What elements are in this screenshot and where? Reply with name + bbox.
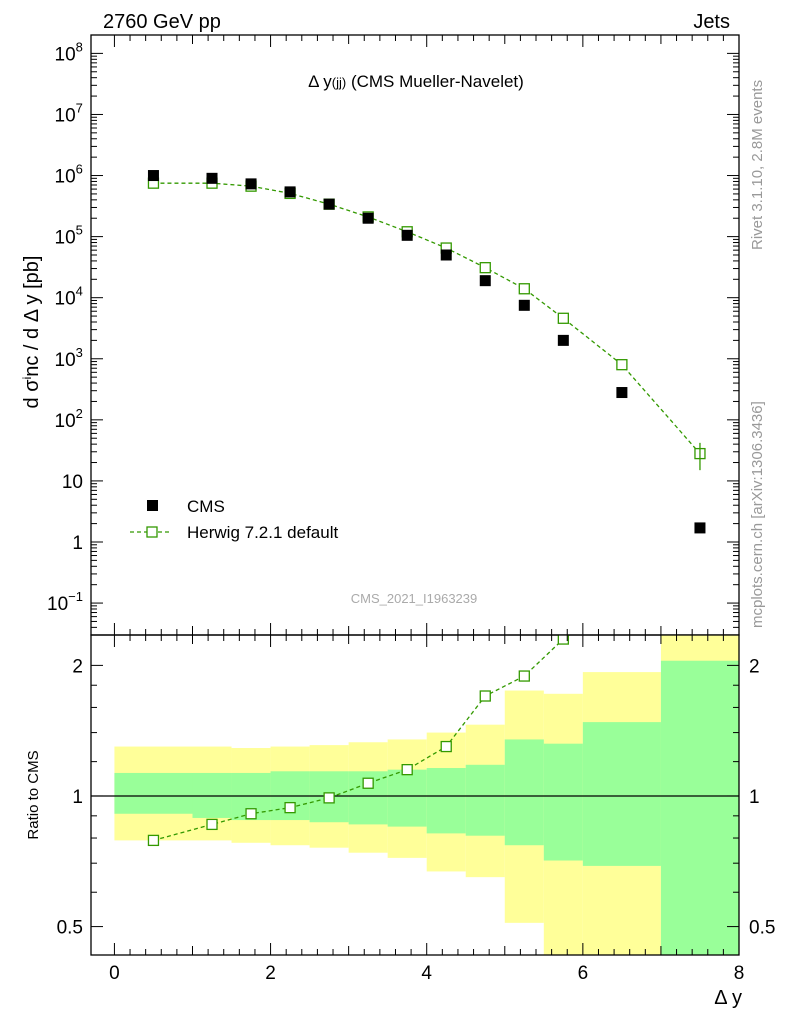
y-tick-label: 10−1 <box>47 589 83 615</box>
herwig-ratio-point <box>206 818 218 831</box>
legend-herwig-label: Herwig 7.2.1 default <box>187 523 338 542</box>
ratio-data-markers <box>147 263 705 847</box>
herwig-ratio-point <box>479 690 491 702</box>
header-left-label: 2760 GeV pp <box>103 11 221 33</box>
cms-data-point <box>362 212 374 224</box>
legend-herwig-marker <box>146 526 158 538</box>
herwig-ratio-point <box>323 792 335 804</box>
ratio-y-tick-label-right: 0.5 <box>749 918 775 939</box>
y-tick-label: 1 <box>72 533 83 554</box>
cms-data-point <box>245 178 257 190</box>
y-tick-label: 108 <box>55 39 83 65</box>
main-data-markers <box>147 170 706 534</box>
cms-data-point <box>440 249 452 261</box>
cms-data-point <box>518 299 530 311</box>
stat-band-bin <box>426 768 466 834</box>
cms-data-point <box>616 387 628 399</box>
herwig-ratio-point <box>695 263 705 273</box>
main-plot-frame <box>90 34 740 636</box>
herwig-dashed-line <box>153 182 701 455</box>
herwig-ratio-point <box>284 801 296 814</box>
stat-band-bin <box>504 739 544 846</box>
herwig-data-point <box>518 283 530 295</box>
herwig-ratio-point <box>245 808 257 820</box>
stat-band-bin <box>582 722 661 866</box>
x-axis-title: Δ y <box>714 987 742 1009</box>
x-tick-label: 0 <box>109 963 120 984</box>
x-tick-label: 8 <box>734 963 745 984</box>
herwig-ratio-point <box>557 635 569 645</box>
watermark-label: CMS_2021_I1963239 <box>351 591 478 606</box>
ratio-y-tick-label-right: 2 <box>749 656 760 677</box>
cms-data-point <box>694 522 706 534</box>
cms-data-point <box>206 172 218 184</box>
ratio-y-tick-label: 2 <box>72 656 83 677</box>
main-x-axis-ticks <box>113 35 740 635</box>
y-tick-label: 106 <box>55 162 83 188</box>
cms-data-point <box>557 334 569 346</box>
rivet-version-label: Rivet 3.1.10, 2.8M events <box>749 80 766 250</box>
y-tick-label: 105 <box>55 223 83 249</box>
herwig-ratio-point <box>147 834 160 847</box>
herwig-ratio-point <box>518 670 530 682</box>
cms-data-point <box>147 170 159 182</box>
herwig-ratio-point <box>362 777 374 789</box>
main-y-axis-title: d σinc / d Δ y [pb] <box>20 256 43 409</box>
cms-data-point <box>284 186 296 198</box>
legend: CMS Herwig 7.2.1 default <box>130 497 338 542</box>
ratio-uncertainty-bands <box>114 635 739 955</box>
y-tick-label: 104 <box>55 284 83 310</box>
ratio-y-tick-label: 1 <box>72 787 83 808</box>
mcplots-credit-label: mcplots.cern.ch [arXiv:1306.3436] <box>749 401 766 628</box>
herwig-ratio-point <box>401 764 413 776</box>
stat-band-bin <box>114 772 193 814</box>
svg-text:d σinc / d Δ y [pb]: d σinc / d Δ y [pb] <box>20 256 43 409</box>
x-tick-label: 4 <box>421 963 432 984</box>
ratio-plot-panel: 0 2 4 6 8 0.5 0.5 1 1 2 2 Ratio to CMS Δ y <box>25 263 775 1009</box>
legend-cms-marker <box>147 500 158 511</box>
main-y-axis-ticks: 10−1 1 10 102 103 104 105 106 107 108 <box>47 39 739 628</box>
y-tick-label: 107 <box>55 100 83 126</box>
stat-band-bin <box>465 764 505 836</box>
ratio-axis-ticks: 0 2 4 6 8 0.5 0.5 1 1 2 2 <box>57 635 775 984</box>
cms-data-point <box>401 229 413 241</box>
ratio-y-tick-label-right: 1 <box>749 787 760 808</box>
stat-band-bin <box>660 660 739 955</box>
ratio-plot-frame <box>90 634 740 956</box>
legend-cms-label: CMS <box>187 497 225 516</box>
plot-title: Δ y(jj) (CMS Mueller-Navelet) <box>308 72 524 91</box>
ratio-y-axis-title: Ratio to CMS <box>25 750 42 839</box>
herwig-ratio-point <box>617 593 627 603</box>
stat-band-bin <box>543 743 583 861</box>
ratio-y-tick-label: 0.5 <box>57 918 83 939</box>
herwig-ratio-point <box>440 740 452 753</box>
herwig-data-point <box>557 312 569 324</box>
x-tick-label: 2 <box>265 963 276 984</box>
header-right-label: Jets <box>693 11 730 33</box>
cms-data-point <box>323 198 335 210</box>
cms-data-point <box>479 275 491 287</box>
stat-band-bin <box>387 769 427 827</box>
y-tick-label: 10 <box>62 472 83 493</box>
herwig-data-point <box>616 359 628 371</box>
x-tick-label: 6 <box>578 963 589 984</box>
y-tick-label: 102 <box>55 406 83 432</box>
herwig-data-point <box>479 262 491 274</box>
main-plot-panel: 10−1 1 10 102 103 104 105 106 107 108 Δ y(jj) (CM… <box>20 34 740 636</box>
y-tick-label: 103 <box>55 345 83 371</box>
